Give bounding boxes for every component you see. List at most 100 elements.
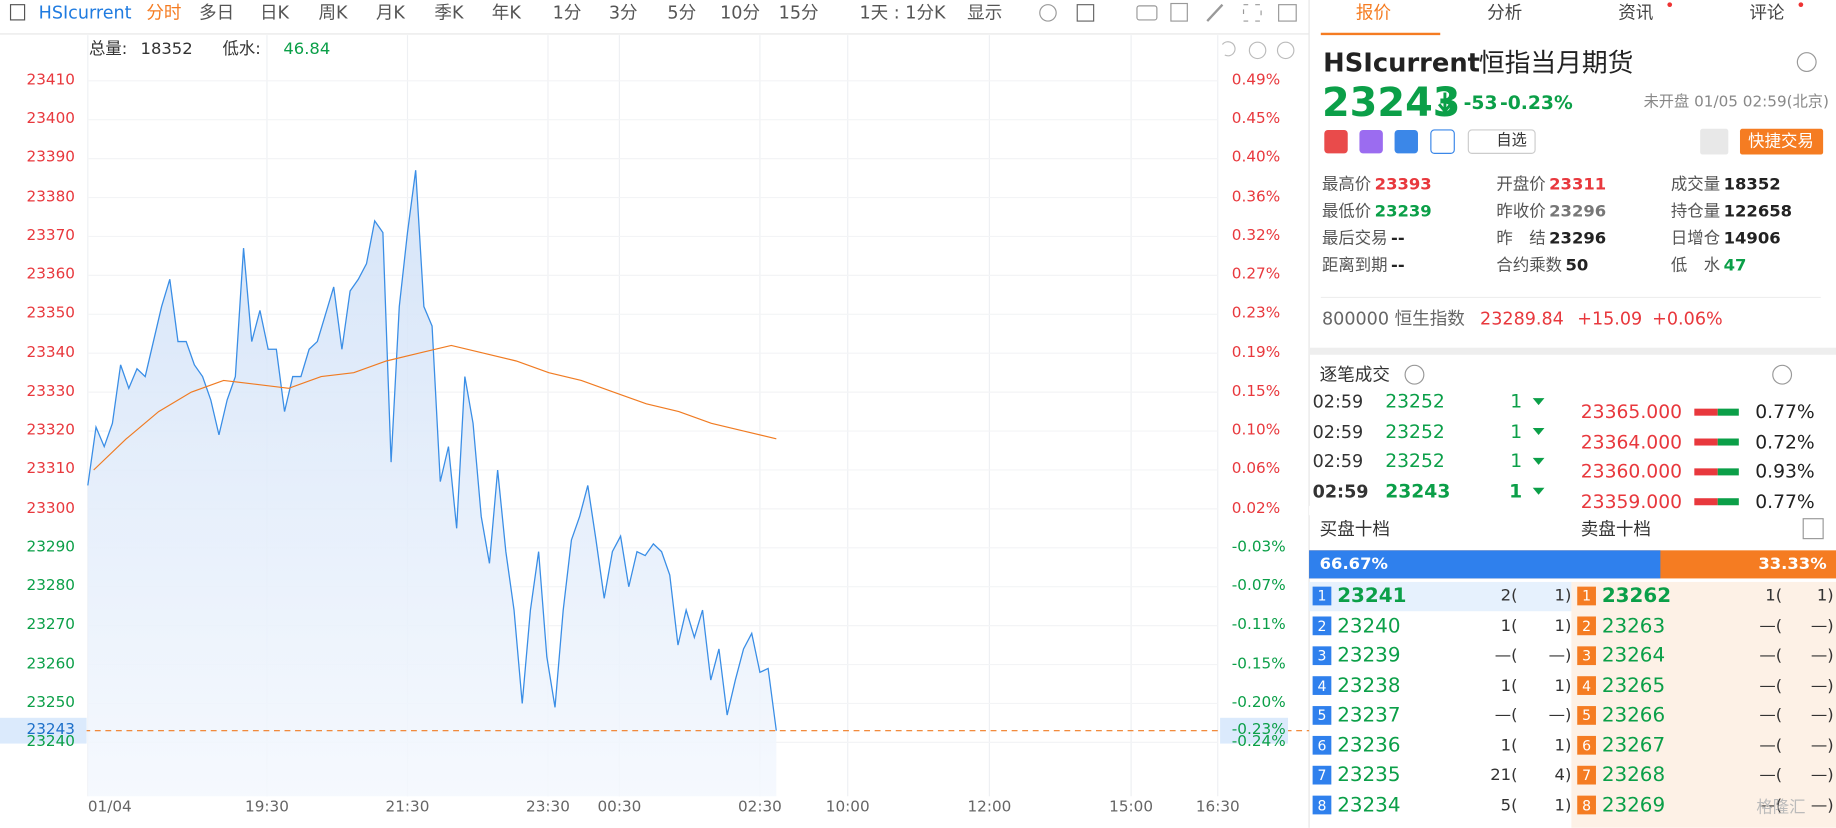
trade-price: 23252 [1385, 419, 1445, 443]
y-tick-label: 23280 [26, 577, 75, 595]
alert-button[interactable] [1700, 128, 1729, 155]
level-index: 4 [1317, 677, 1327, 694]
symbol-tab[interactable]: HSIcurrent [38, 2, 132, 24]
edit-icon[interactable] [1170, 2, 1188, 22]
bid-ratio-bar [1309, 550, 1661, 579]
y-tick-label: 23410 [26, 71, 75, 89]
settings-icon[interactable] [1796, 52, 1817, 73]
trade-qty: 1 [1510, 449, 1523, 472]
level-bar [1717, 408, 1739, 416]
trade-label[interactable]: 快捷交易 [1748, 132, 1814, 152]
ask-price: 23263 [1601, 614, 1666, 638]
reset-icon[interactable] [1221, 41, 1236, 57]
level-index-box [1577, 676, 1596, 695]
pct-tick-label: -0.11% [1231, 616, 1286, 634]
bid-title: 买盘十档 [1319, 518, 1390, 540]
level-qty: 1( [1500, 735, 1518, 755]
period-tab[interactable]: 日K [259, 2, 290, 24]
camera-icon[interactable] [1136, 5, 1158, 21]
period-tab[interactable]: 15分 [778, 2, 819, 24]
stat-label: 开盘价 [1496, 175, 1546, 195]
stat-value: -- [1391, 256, 1405, 276]
level-index: 1 [1317, 587, 1327, 605]
level-index: 8 [1582, 796, 1592, 814]
draw-icon[interactable] [1206, 3, 1224, 22]
stat-label: 持仓量 [1670, 202, 1721, 222]
y-tick-label: 23310 [26, 460, 75, 479]
zoom-in[interactable] [1276, 41, 1295, 60]
y-tick-label: 23380 [26, 188, 75, 206]
period-tab[interactable]: 周K [318, 2, 348, 24]
period-tab[interactable]: 10分 [720, 2, 761, 24]
ask-price: 23265 [1601, 673, 1666, 698]
note-icon [1430, 129, 1455, 154]
trade-qty: 1 [1510, 389, 1523, 413]
level-index-box [1577, 706, 1596, 725]
level-index: 8 [1317, 796, 1327, 814]
period-tab[interactable]: 5分 [667, 2, 697, 24]
stat-value: 23393 [1374, 175, 1432, 195]
stat-value: 50 [1565, 256, 1589, 276]
level-index: 7 [1317, 766, 1327, 784]
level-qty: 1( [1500, 616, 1518, 636]
quote-code: HSIcurrent [1323, 49, 1480, 79]
period-tab[interactable]: 年K [491, 2, 521, 24]
pct-tick-label: 0.32% [1231, 227, 1281, 245]
price-area [87, 170, 777, 797]
level-qty: 1( [1500, 676, 1518, 695]
level-index: 1 [1582, 587, 1592, 605]
fullscreen-icon[interactable] [1242, 4, 1262, 22]
level-orders: 1) [1554, 586, 1572, 606]
quote-tab[interactable]: 资讯 [1618, 2, 1654, 24]
level-qty: 1( [1765, 586, 1783, 606]
ask-background [1571, 581, 1836, 828]
bid-price: 23240 [1337, 614, 1401, 638]
period-tab[interactable]: 多日 [199, 2, 235, 24]
down-marker [1532, 457, 1545, 465]
quote-status: 未开盘 01/05 02:59(北京) [1643, 93, 1829, 112]
trade-button[interactable] [1739, 128, 1824, 155]
level-orders: —) [1810, 616, 1834, 636]
zoom-out[interactable] [1248, 41, 1267, 60]
index-change-pct: +0.06% [1652, 307, 1723, 330]
quote-tab[interactable]: 报价 [1355, 2, 1392, 24]
level-qty: —( [1494, 646, 1518, 666]
quote-tab[interactable]: 分析 [1487, 2, 1523, 24]
ask-price: 23269 [1601, 793, 1666, 817]
pct-tick-label: 0.36% [1231, 188, 1281, 206]
info-icon[interactable] [1404, 364, 1425, 385]
pct-tick-label: -0.24% [1231, 732, 1286, 751]
layout-icon[interactable] [1076, 4, 1095, 22]
stat-value: 14906 [1723, 229, 1781, 249]
index-name: 800000 恒生指数 [1321, 307, 1465, 330]
period-tab[interactable]: 1分 [552, 2, 582, 24]
ask-price: 23268 [1601, 763, 1666, 787]
level-index: 3 [1317, 647, 1327, 664]
menu-icon[interactable] [9, 4, 26, 21]
settings-icon[interactable] [1039, 4, 1057, 22]
display-select[interactable]: 显示 [967, 2, 1003, 24]
period-tab[interactable]: 月K [375, 2, 405, 24]
volume-label: 总量: [88, 39, 128, 59]
pct-tick-label: 0.27% [1231, 266, 1281, 284]
period-select[interactable]: 1天 : 1分K [859, 2, 946, 24]
sidebar-icon[interactable] [1278, 4, 1297, 22]
flash-icon [1359, 129, 1383, 154]
level-qty: —( [1759, 616, 1783, 636]
period-tab[interactable]: 3分 [608, 2, 638, 24]
watch-button[interactable] [1467, 129, 1536, 154]
quote-tab[interactable]: 评论 [1749, 2, 1785, 24]
period-tab[interactable]: 季K [434, 2, 464, 24]
more-icon[interactable] [1772, 364, 1793, 385]
y-tick-label: 23370 [26, 227, 75, 245]
bid-price: 23239 [1337, 644, 1401, 668]
level-orders: —) [1810, 735, 1834, 755]
stat-label: 成交量 [1670, 175, 1721, 195]
level-bar [1717, 468, 1739, 476]
period-tab[interactable]: 分时 [146, 2, 182, 24]
depth-icon[interactable] [1802, 518, 1824, 540]
quote-change: -53 [1463, 91, 1498, 114]
watch-label[interactable]: 自选 [1496, 132, 1527, 150]
trade-time: 02:59 [1312, 450, 1364, 472]
